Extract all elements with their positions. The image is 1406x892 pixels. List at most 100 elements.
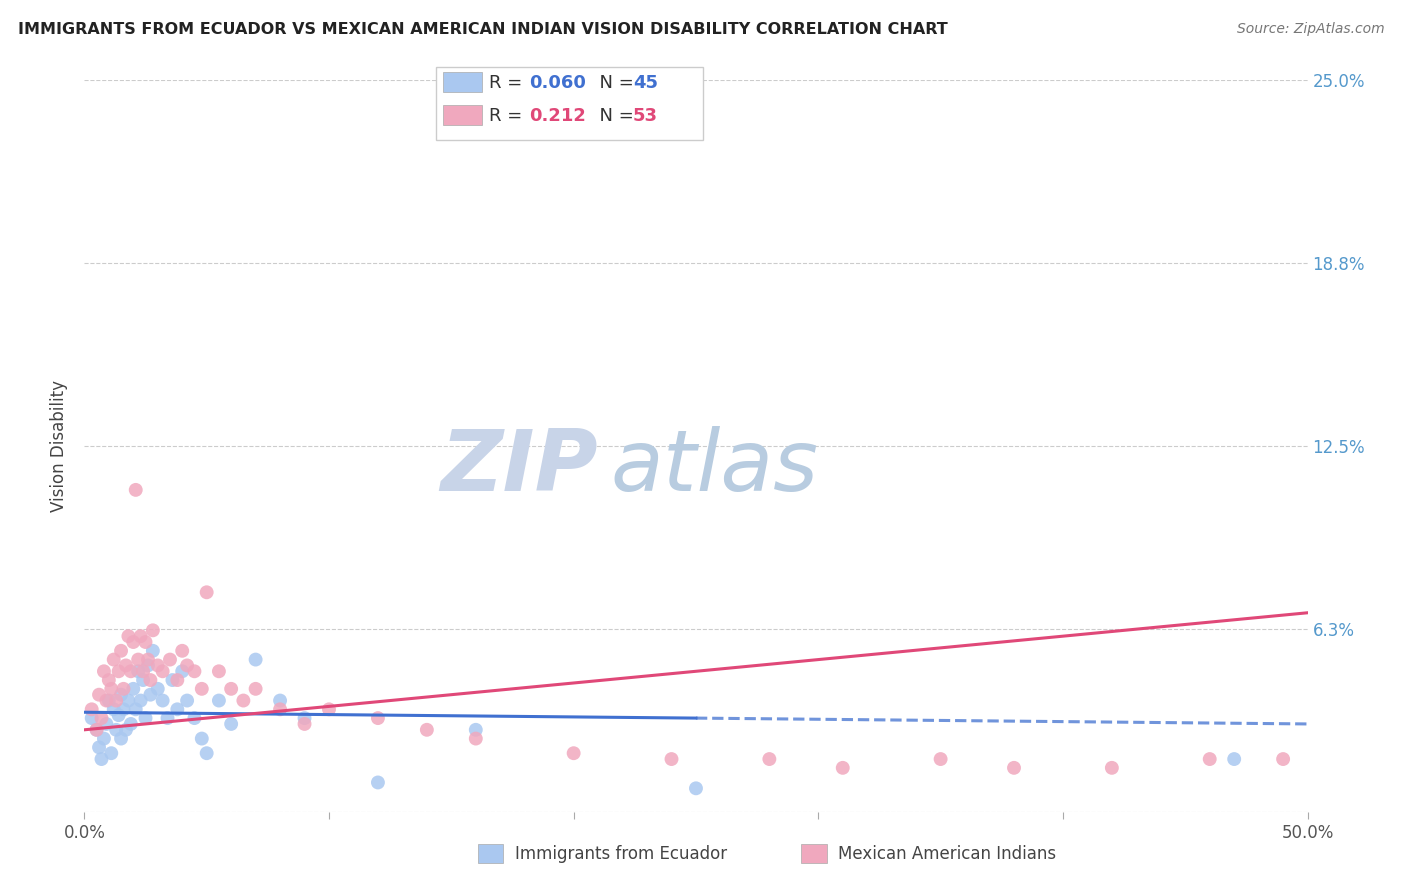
Point: [245, 681, 267, 696]
Point: [172, 644, 194, 658]
Point: [139, 673, 162, 687]
Point: [122, 681, 145, 696]
Point: [97, 693, 120, 707]
Point: [96, 693, 118, 707]
Point: [156, 711, 179, 725]
Point: [269, 702, 291, 716]
Point: [176, 658, 198, 673]
Point: [152, 665, 174, 679]
Point: [1223, 752, 1246, 766]
Point: [146, 681, 169, 696]
Text: atlas: atlas: [610, 426, 818, 509]
Point: [195, 746, 218, 760]
Point: [96, 717, 118, 731]
Point: [107, 708, 129, 723]
Point: [105, 723, 128, 737]
Point: [831, 761, 853, 775]
Point: [125, 483, 148, 497]
Point: [129, 693, 152, 707]
Point: [661, 752, 683, 766]
Point: [1002, 761, 1025, 775]
Point: [135, 635, 157, 649]
Point: [86, 723, 108, 737]
Point: [142, 624, 165, 638]
Text: 0.060: 0.060: [529, 74, 585, 92]
Point: [136, 658, 159, 673]
Point: [191, 681, 214, 696]
Point: [115, 658, 138, 673]
Point: [90, 711, 112, 725]
Point: [294, 711, 316, 725]
Point: [245, 652, 267, 666]
Text: Immigrants from Ecuador: Immigrants from Ecuador: [515, 845, 727, 863]
Point: [146, 658, 169, 673]
Point: [183, 711, 205, 725]
Point: [107, 665, 129, 679]
Point: [80, 702, 103, 716]
Point: [139, 688, 162, 702]
Point: [166, 673, 188, 687]
Point: [1101, 761, 1123, 775]
Text: N =: N =: [588, 74, 640, 92]
Point: [318, 702, 340, 716]
Text: R =: R =: [489, 107, 534, 125]
Point: [127, 665, 149, 679]
Text: R =: R =: [489, 74, 529, 92]
Point: [105, 693, 128, 707]
Point: [219, 681, 242, 696]
Point: [100, 746, 122, 760]
Point: [172, 665, 194, 679]
Point: [87, 688, 110, 702]
Point: [136, 652, 159, 666]
Point: [115, 723, 138, 737]
Point: [183, 665, 205, 679]
Text: 45: 45: [633, 74, 658, 92]
Point: [86, 723, 108, 737]
Point: [112, 702, 135, 716]
Point: [103, 652, 125, 666]
Point: [195, 585, 218, 599]
Point: [562, 746, 585, 760]
Text: IMMIGRANTS FROM ECUADOR VS MEXICAN AMERICAN INDIAN VISION DISABILITY CORRELATION: IMMIGRANTS FROM ECUADOR VS MEXICAN AMERI…: [18, 22, 948, 37]
Point: [416, 723, 439, 737]
Point: [103, 702, 125, 716]
Point: [80, 711, 103, 725]
Point: [132, 673, 155, 687]
Point: [1272, 752, 1295, 766]
Point: [110, 688, 132, 702]
Point: [367, 711, 389, 725]
Text: 0.212: 0.212: [529, 107, 585, 125]
Point: [117, 693, 139, 707]
Point: [191, 731, 214, 746]
Point: [97, 673, 120, 687]
Point: [120, 665, 142, 679]
Point: [132, 665, 155, 679]
Point: [112, 681, 135, 696]
Point: [464, 723, 486, 737]
Point: [120, 717, 142, 731]
Point: [464, 731, 486, 746]
Point: [208, 693, 231, 707]
Point: [93, 731, 115, 746]
Text: N =: N =: [588, 107, 640, 125]
Point: [125, 702, 148, 716]
Point: [135, 711, 157, 725]
Point: [166, 702, 188, 716]
Point: [1198, 752, 1220, 766]
Point: [122, 635, 145, 649]
Point: [152, 693, 174, 707]
Point: [232, 693, 254, 707]
Point: [110, 731, 132, 746]
Point: [93, 665, 115, 679]
Point: [758, 752, 780, 766]
Point: [208, 665, 231, 679]
Point: [162, 673, 184, 687]
Point: [110, 644, 132, 658]
Point: [100, 681, 122, 696]
Point: [117, 629, 139, 643]
Point: [219, 717, 242, 731]
Point: [90, 752, 112, 766]
Point: [294, 717, 316, 731]
Point: [159, 652, 181, 666]
Text: Source: ZipAtlas.com: Source: ZipAtlas.com: [1237, 22, 1385, 37]
